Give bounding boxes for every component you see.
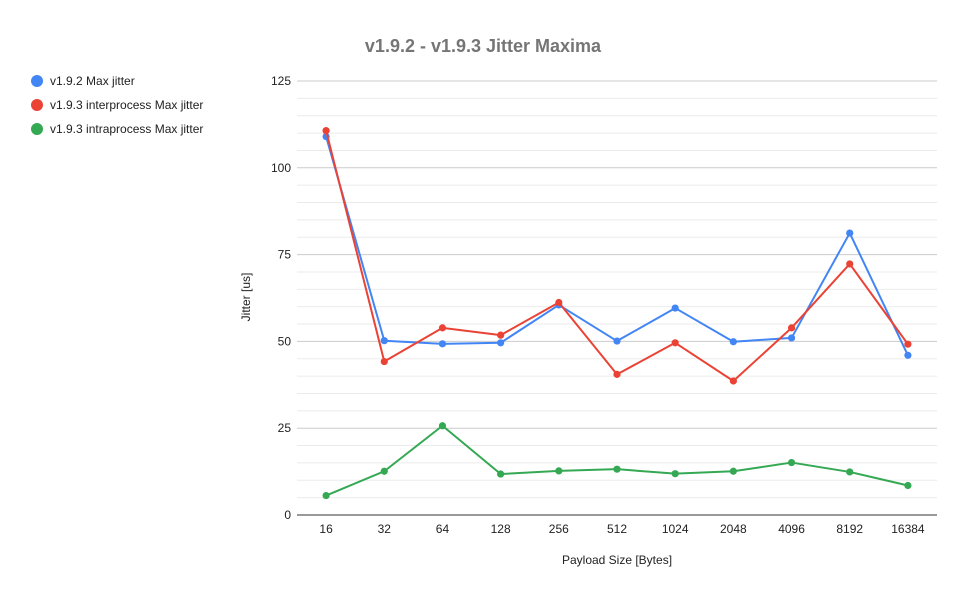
legend-label: v1.9.3 interprocess Max jitter <box>50 98 203 112</box>
data-point <box>613 337 621 345</box>
data-point <box>729 467 737 475</box>
x-tick-label: 512 <box>607 522 627 536</box>
y-tick-label: 125 <box>271 74 291 88</box>
gridlines <box>297 80 937 516</box>
legend-marker <box>31 75 43 87</box>
data-point <box>438 324 447 332</box>
x-tick-label: 16384 <box>891 522 925 536</box>
data-point <box>787 458 796 467</box>
series-2 <box>322 127 912 385</box>
data-point <box>613 465 621 473</box>
x-axis-label: Payload Size [Bytes] <box>562 553 672 567</box>
legend-item: v1.9.3 intraprocess Max jitter <box>31 122 203 136</box>
x-tick-label: 1024 <box>662 522 689 536</box>
x-tick-label: 8192 <box>836 522 863 536</box>
data-point <box>729 338 737 346</box>
legend-label: v1.9.2 Max jitter <box>50 74 135 88</box>
x-axis-ticks: 16 32 64 128 256 512 1024 2048 4096 8192 16384 <box>319 522 925 536</box>
data-point <box>497 339 505 347</box>
series-3 <box>322 422 912 500</box>
x-tick-label: 128 <box>491 522 511 536</box>
x-tick-label: 64 <box>436 522 450 536</box>
legend-item: v1.9.2 Max jitter <box>31 74 135 88</box>
legend-item: v1.9.3 interprocess Max jitter <box>31 98 203 112</box>
data-point <box>555 298 563 307</box>
y-axis-label: Jitter [us] <box>239 273 253 322</box>
series-group <box>322 127 912 500</box>
y-axis-ticks: 0 25 50 75 100 125 <box>271 74 291 522</box>
y-tick-label: 0 <box>284 508 291 522</box>
y-tick-label: 50 <box>278 334 292 348</box>
data-point <box>846 468 854 476</box>
legend: v1.9.2 Max jitter v1.9.3 interprocess Max… <box>31 74 203 136</box>
data-point <box>555 467 563 475</box>
x-tick-label: 16 <box>319 522 333 536</box>
data-point <box>671 339 679 347</box>
y-tick-label: 75 <box>278 248 292 262</box>
data-point <box>380 357 388 366</box>
data-point <box>787 324 796 332</box>
data-point <box>438 422 447 430</box>
data-point <box>787 334 796 342</box>
legend-label: v1.9.3 intraprocess Max jitter <box>50 122 203 136</box>
y-tick-label: 100 <box>271 161 291 175</box>
data-point <box>380 337 388 345</box>
x-tick-label: 32 <box>378 522 392 536</box>
legend-marker <box>31 99 43 111</box>
data-point <box>846 260 854 268</box>
x-tick-label: 4096 <box>778 522 805 536</box>
x-tick-label: 2048 <box>720 522 747 536</box>
data-point <box>438 340 447 348</box>
data-point <box>613 370 621 378</box>
legend-marker <box>31 123 43 135</box>
x-tick-label: 256 <box>549 522 569 536</box>
data-point <box>904 340 912 348</box>
data-point <box>671 304 679 312</box>
chart-title: v1.9.2 - v1.9.3 Jitter Maxima <box>365 36 602 56</box>
data-point <box>322 491 330 500</box>
data-point <box>846 229 854 237</box>
data-point <box>904 481 912 490</box>
data-point <box>671 470 679 478</box>
data-point <box>904 351 912 359</box>
data-point <box>380 467 388 475</box>
data-point <box>497 331 505 339</box>
series-1 <box>322 132 912 359</box>
data-point <box>322 127 330 135</box>
y-tick-label: 25 <box>278 421 292 435</box>
data-point <box>497 470 505 478</box>
data-point <box>729 377 737 385</box>
